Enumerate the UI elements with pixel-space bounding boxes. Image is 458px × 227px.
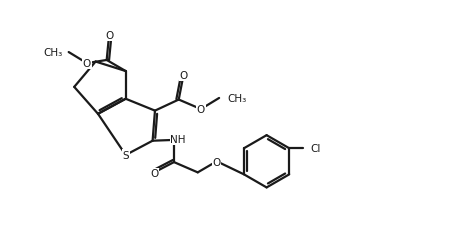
Text: Cl: Cl <box>311 144 321 153</box>
Text: O: O <box>180 71 188 81</box>
Text: O: O <box>83 59 91 69</box>
Text: O: O <box>197 105 205 115</box>
Text: NH: NH <box>170 135 185 145</box>
Text: O: O <box>106 31 114 41</box>
Text: CH₃: CH₃ <box>43 48 62 58</box>
Text: S: S <box>122 150 129 160</box>
Text: O: O <box>213 157 221 167</box>
Text: CH₃: CH₃ <box>227 94 246 104</box>
Text: O: O <box>150 168 158 178</box>
